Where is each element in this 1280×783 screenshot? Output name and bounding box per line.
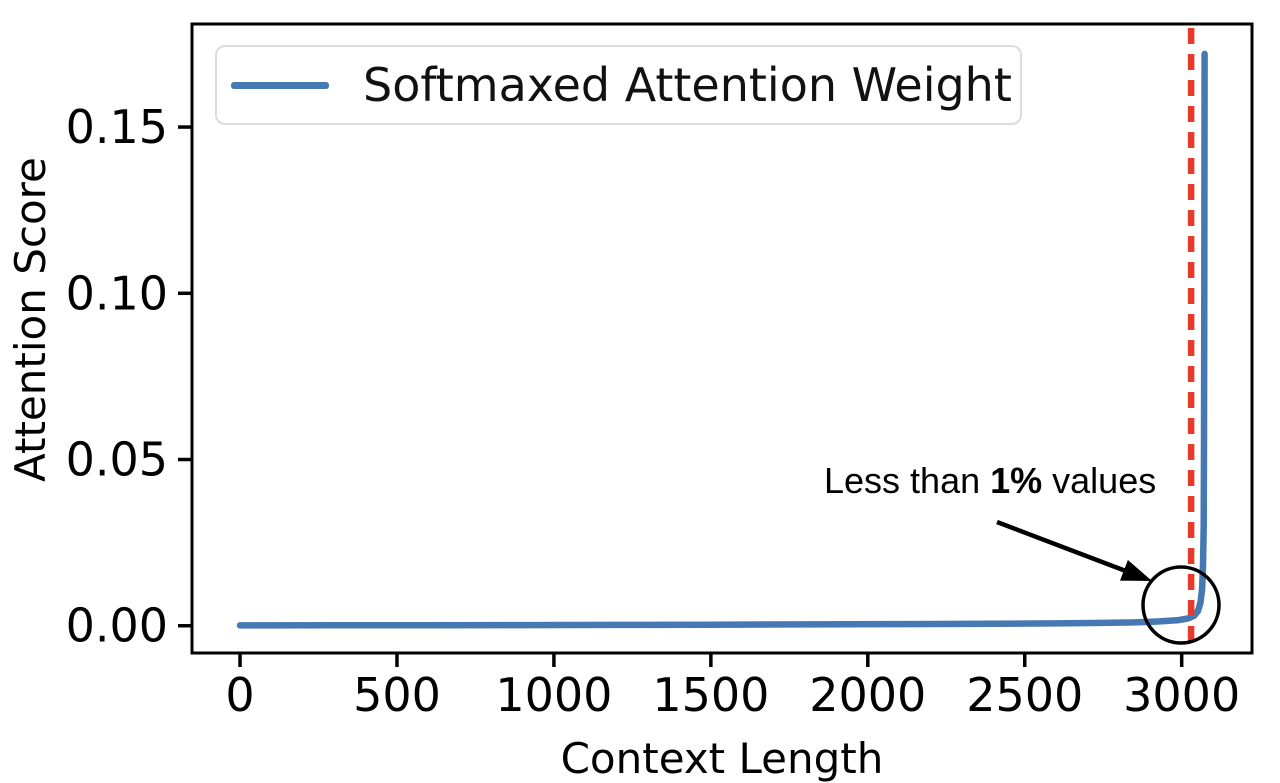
legend-label: Softmaxed Attention Weight <box>363 58 1012 112</box>
x-tick-label: 1000 <box>495 668 612 722</box>
annotation-arrow-line <box>996 519 1129 574</box>
x-tick-label: 2000 <box>809 668 926 722</box>
legend-line-sample-icon <box>231 81 329 89</box>
y-tick-label: 0.00 <box>66 599 168 653</box>
annotation-arrow-head <box>1120 560 1152 581</box>
annotation-circle <box>1141 565 1221 645</box>
y-axis-label: Attention Score <box>6 157 55 482</box>
y-tick-label: 0.15 <box>66 100 168 154</box>
x-axis-label: Context Length <box>560 734 884 783</box>
annotation-text-before: Less than <box>824 460 991 501</box>
annotation-text: Less than 1% values <box>824 460 1156 502</box>
x-tick-label: 2500 <box>966 668 1083 722</box>
y-tick-label: 0.05 <box>66 433 168 487</box>
y-tick-label: 0.10 <box>66 266 168 320</box>
legend: Softmaxed Attention Weight <box>215 45 1022 125</box>
x-tick-label: 500 <box>353 668 441 722</box>
x-tick-label: 1500 <box>652 668 769 722</box>
annotation-text-after: values <box>1042 460 1157 501</box>
annotation-text-bold: 1% <box>990 460 1043 501</box>
plot-border <box>190 22 1254 655</box>
x-tick-label: 3000 <box>1123 668 1240 722</box>
x-tick-label: 0 <box>225 668 254 722</box>
